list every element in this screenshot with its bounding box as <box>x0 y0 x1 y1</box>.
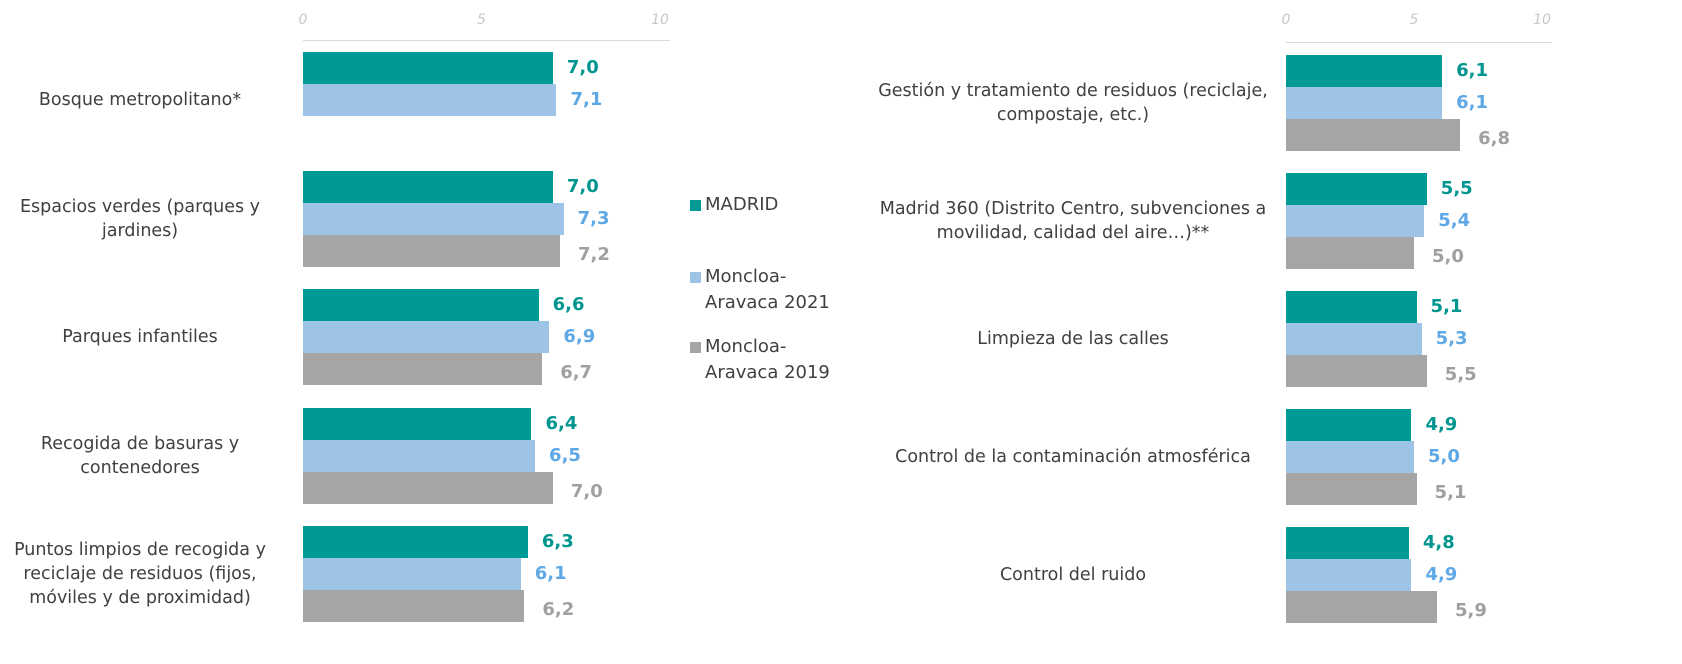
value-label: 6,5 <box>549 444 581 466</box>
value-label: 7,2 <box>578 243 610 265</box>
legend-label: MADRID <box>705 194 779 215</box>
legend-swatch <box>690 342 701 353</box>
bar <box>303 353 543 385</box>
bar <box>1286 291 1417 323</box>
bar <box>303 558 521 590</box>
value-label: 4,9 <box>1425 414 1458 435</box>
bar <box>1286 205 1425 237</box>
bar <box>303 52 553 84</box>
value-label: 5,3 <box>1435 328 1468 349</box>
value-label: 7,3 <box>577 207 610 229</box>
bar <box>1286 355 1427 387</box>
value-label: 4,9 <box>1425 564 1458 585</box>
category-label: Recogida de basuras y contenedores <box>40 433 240 478</box>
value-label: 6,1 <box>1456 92 1489 113</box>
bar <box>303 526 528 558</box>
bar <box>1286 119 1461 151</box>
value-label: 6,1 <box>1456 60 1489 81</box>
category-label: Gestión y tratamiento de residuos (recic… <box>878 81 1268 125</box>
x-tick-label: 10 <box>1533 12 1551 28</box>
bar <box>1286 527 1409 559</box>
bar <box>303 439 536 472</box>
legend-swatch <box>690 200 701 211</box>
value-label: 6,2 <box>542 599 575 620</box>
value-label: 6,1 <box>534 563 567 584</box>
category-label: Control del ruido <box>999 565 1147 585</box>
bar <box>1286 173 1427 205</box>
value-label: 6,3 <box>541 531 574 552</box>
value-label: 6,4 <box>545 412 578 434</box>
value-label: 5,0 <box>1432 246 1464 267</box>
value-label: 5,5 <box>1440 178 1473 199</box>
value-label: 6,8 <box>1478 128 1510 149</box>
category-label: Bosque metropolitano* <box>38 90 242 110</box>
bar <box>303 407 532 440</box>
value-label: 7,0 <box>570 480 603 502</box>
bar <box>303 289 539 321</box>
bar <box>1286 323 1422 355</box>
legend-label: Moncloa-Aravaca 2019 <box>705 336 830 383</box>
bar <box>1286 591 1438 623</box>
legend-swatch <box>690 272 701 283</box>
category-label: Espacios verdes (parques y jardines) <box>20 196 260 241</box>
bar <box>303 590 525 622</box>
value-label: 5,4 <box>1438 210 1471 231</box>
axis-line <box>1286 42 1552 43</box>
bar <box>303 471 553 504</box>
value-label: 7,0 <box>566 175 599 197</box>
value-label: 6,6 <box>552 294 585 315</box>
x-tick-label: 0 <box>1281 12 1291 28</box>
value-label: 5,1 <box>1430 296 1463 317</box>
bar <box>1286 55 1443 87</box>
category-label: Limpieza de las calles <box>977 329 1169 349</box>
bar <box>303 84 557 116</box>
category-label: Parques infantiles <box>62 327 218 347</box>
bar <box>1286 87 1443 119</box>
bar <box>1286 237 1414 269</box>
bar <box>303 321 550 353</box>
value-label: 5,0 <box>1428 446 1460 467</box>
category-label: Madrid 360 (Distrito Centro, subvencione… <box>879 199 1267 243</box>
bar <box>1286 559 1412 591</box>
legend-label: Moncloa-Aravaca 2021 <box>705 266 830 313</box>
bar <box>1286 441 1414 473</box>
value-label: 6,9 <box>563 326 596 347</box>
bar <box>303 234 561 267</box>
x-tick-label: 5 <box>1409 12 1419 28</box>
value-label: 5,5 <box>1444 364 1477 385</box>
value-label: 5,9 <box>1455 600 1487 621</box>
bar <box>1286 473 1417 505</box>
x-tick-label: 0 <box>298 12 308 28</box>
value-label: 5,1 <box>1434 482 1467 503</box>
x-tick-label: 10 <box>651 12 669 28</box>
value-label: 7,0 <box>566 57 599 78</box>
category-label: Puntos limpios de recogida y reciclaje d… <box>14 540 266 608</box>
x-tick-label: 5 <box>477 12 486 28</box>
axis-line <box>303 40 670 41</box>
value-label: 4,8 <box>1422 532 1455 553</box>
value-label: 7,1 <box>570 89 603 110</box>
bar <box>1286 409 1412 441</box>
bar <box>303 170 553 203</box>
category-label: Control de la contaminación atmosférica <box>895 447 1251 467</box>
bar <box>303 202 564 235</box>
value-label: 6,7 <box>560 362 593 383</box>
